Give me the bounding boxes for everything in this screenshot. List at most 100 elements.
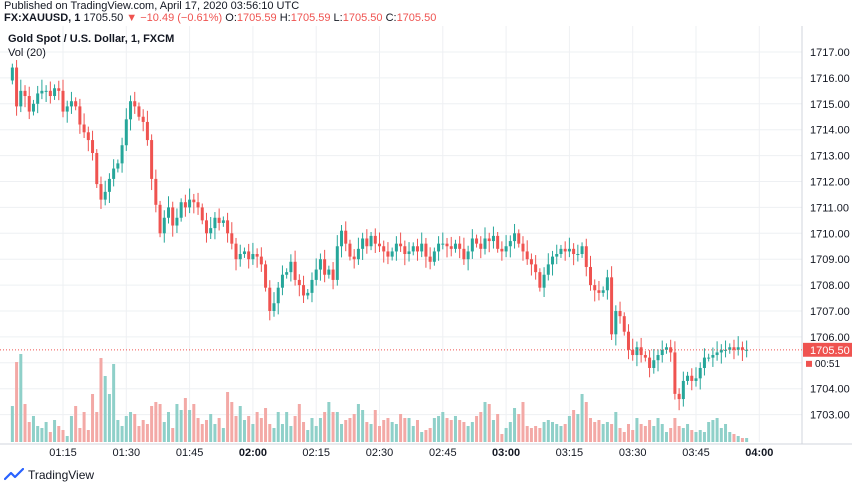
volume-bar [74,406,78,442]
volume-bar [361,410,365,442]
volume-bar [150,406,154,442]
candle-body [65,106,69,112]
volume-bar [597,420,601,442]
candle-body [694,378,698,381]
candle-body [660,349,664,356]
last-price-label: 1705.50 [810,345,850,357]
last-price: 1705.50 [83,12,124,24]
candle-body [466,251,470,260]
candle-body [407,251,411,255]
price-change: −10.49 (−0.61%) [140,12,223,24]
candle-body [251,254,255,260]
volume-bar [344,420,348,442]
candle-body [551,256,555,265]
price-tick-label: 1715.00 [810,99,850,111]
volume-bar [428,428,432,442]
volume-bar [378,426,381,442]
volume-bar [462,422,466,442]
price-chart[interactable]: 1717.00 1716.00 1715.00 1714.00 1713.00 1712.… [0,26,852,464]
volume-bar [394,424,398,442]
price-tick-label: 1709.00 [810,254,850,266]
candle-body [462,248,466,260]
volume-bar [327,402,331,442]
time-axis[interactable]: 01:15 01:30 01:45 02:00 02:15 02:30 02:45 03:00… [49,447,773,459]
volume-bar [694,432,698,442]
candle-body [74,101,78,107]
candle-body [167,207,170,218]
volume-bar [10,406,14,442]
volume-bar [340,424,344,442]
brand-name: TradingView [28,468,95,482]
volume-bar [441,412,445,442]
candle-body [19,90,23,107]
volume-bar [23,404,27,442]
volume-bar [280,424,284,442]
candle-body [323,259,327,275]
price-axis[interactable]: 1717.00 1716.00 1715.00 1714.00 1713.00 1712.… [803,47,852,422]
volume-bar [504,428,508,442]
candle-body [643,355,647,358]
volume-bar [458,420,462,442]
last-price-badge [803,342,852,357]
candle-body [352,256,356,260]
volume-bar [175,404,179,442]
volume-bar [234,416,238,442]
candle-body [40,90,44,94]
volume-bar [255,412,259,442]
candle-body [276,287,280,304]
candle-body [449,246,453,249]
low-label: L: [333,12,343,24]
candle-body [580,246,584,255]
volume-bar [732,434,736,442]
candle-body [555,254,559,257]
price-tick-label: 1708.00 [810,280,850,292]
candle-body [403,246,407,255]
candle-body [698,367,702,379]
down-arrow-icon: ▼ [126,12,138,24]
volume-bar [551,422,555,442]
candle-body [500,248,504,252]
candle-body [103,191,107,200]
volume-bar [584,402,588,442]
candle-body [614,311,618,335]
candle-body [669,347,673,353]
volume-bar [736,436,740,442]
volume-bar [432,418,436,442]
candle-body [48,90,52,97]
volume-bar [352,414,356,442]
volume-bar [563,424,567,442]
volume-bar [589,418,592,442]
candle-body [648,357,652,368]
volume-bar [112,364,116,442]
candle-body [314,269,318,280]
candle-body [154,178,158,205]
candle-body [145,121,149,141]
candle-body [639,347,643,356]
candle-body [563,248,567,252]
candle-body [475,238,479,244]
candle-body [542,274,546,288]
price-tick-label: 1716.00 [810,73,850,85]
candle-body [677,393,681,400]
volume-bar [403,418,407,442]
volume-bar [538,428,542,442]
volume-bar [86,430,90,442]
volume-bar [120,426,124,442]
candle-body [487,238,491,242]
volume-bar [420,432,424,442]
candle-body [707,357,711,359]
candle-body [112,168,116,179]
candle-body [479,243,483,249]
volume-bar [508,422,512,442]
candle-body [171,207,175,226]
candle-body [702,357,706,368]
candle-body [724,349,728,351]
volume-bar [242,420,246,442]
candle-body [272,303,276,311]
price-tick-label: 1712.00 [810,177,850,189]
candle-body [280,274,284,288]
volume-bar [660,424,664,442]
price-tick-label: 1717.00 [810,47,850,59]
candle-body [386,251,390,257]
footer-brand[interactable]: TradingView [4,467,94,483]
